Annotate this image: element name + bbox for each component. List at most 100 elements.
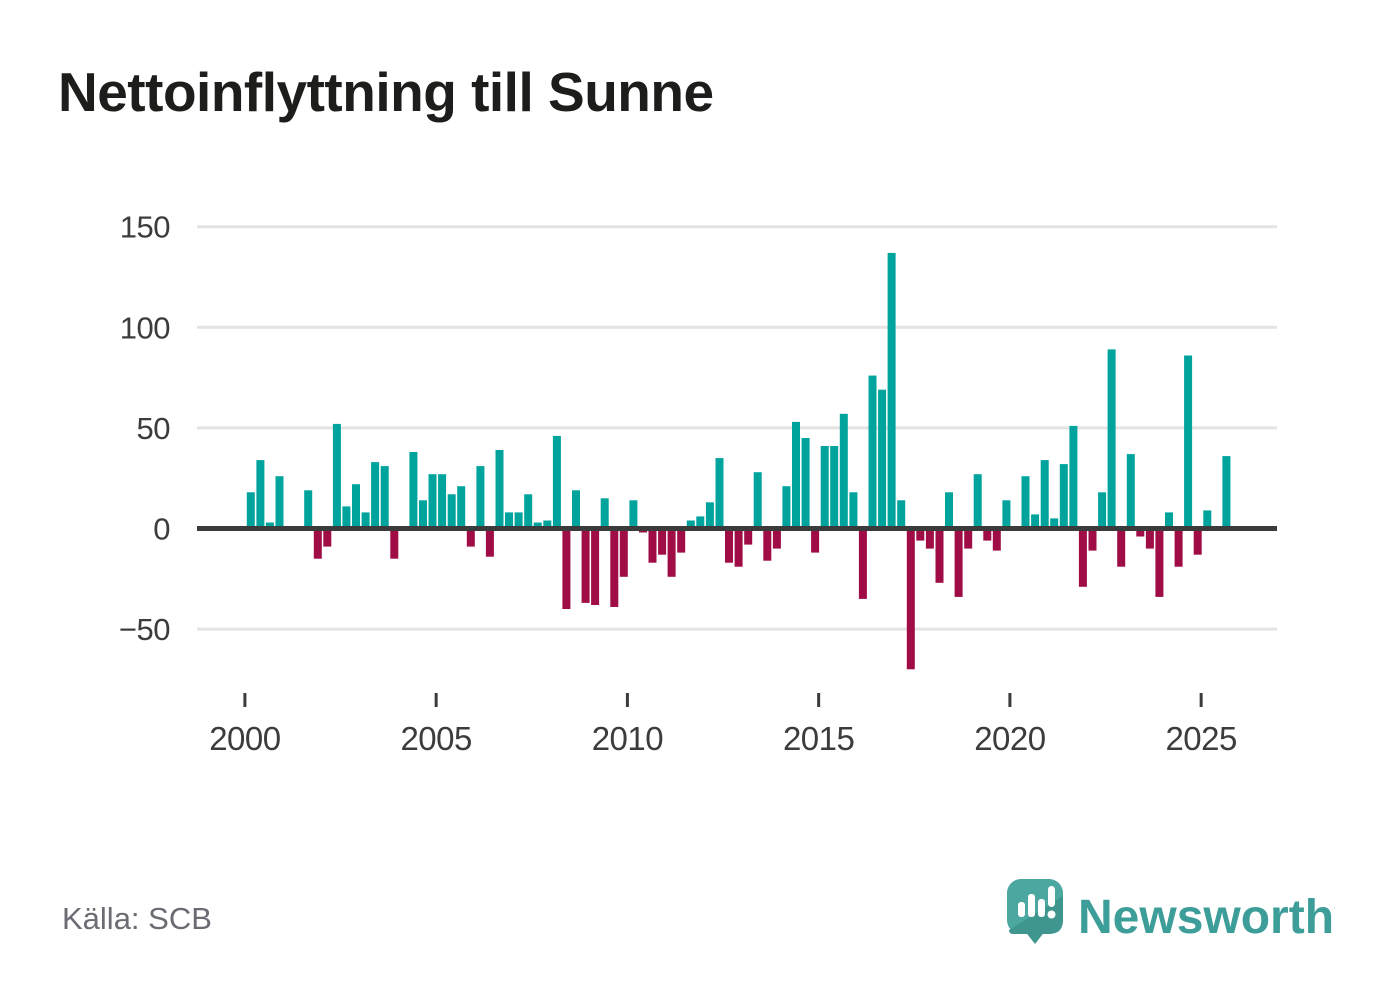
bar bbox=[457, 486, 466, 529]
logo-bar-chart-glyph bbox=[1018, 886, 1056, 919]
bar bbox=[878, 389, 887, 529]
bar bbox=[1021, 476, 1030, 529]
bar bbox=[352, 484, 360, 529]
y-axis-tick-label: 100 bbox=[120, 310, 170, 345]
x-axis-tick-label: 2000 bbox=[209, 720, 281, 757]
newsworthy-logo-bubble-icon bbox=[1007, 879, 1063, 944]
bar bbox=[1098, 492, 1107, 529]
bar bbox=[964, 528, 973, 549]
bar bbox=[1155, 528, 1164, 597]
net-migration-bar-chart: 2000 2005 2010 2015 2020 2025 150 100 50 0 −50 bbox=[119, 210, 1277, 757]
bar bbox=[323, 528, 332, 547]
bar bbox=[811, 528, 820, 553]
bar bbox=[973, 474, 982, 529]
bar bbox=[887, 252, 896, 529]
bar bbox=[543, 520, 552, 529]
bar bbox=[1088, 528, 1097, 551]
y-axis-tick-label: −50 bbox=[119, 612, 170, 647]
x-axis-tick-label: 2015 bbox=[783, 720, 854, 757]
x-axis-tick-label: 2010 bbox=[592, 720, 664, 757]
bar bbox=[476, 466, 485, 529]
bar bbox=[600, 498, 609, 529]
bar bbox=[763, 528, 772, 561]
bar bbox=[1145, 528, 1154, 549]
bar bbox=[524, 494, 533, 529]
bar bbox=[696, 516, 705, 529]
bar bbox=[256, 460, 265, 529]
bar bbox=[897, 500, 906, 529]
bar bbox=[772, 528, 781, 549]
newsworthy-logo: Newsworthy bbox=[1007, 879, 1335, 944]
bar bbox=[839, 413, 848, 529]
bar bbox=[1040, 460, 1049, 529]
bar bbox=[1174, 528, 1183, 567]
bar bbox=[361, 512, 370, 529]
bar bbox=[868, 375, 877, 529]
chart-title: Nettoinflyttning till Sunne bbox=[58, 61, 714, 123]
bar bbox=[820, 446, 829, 529]
bar bbox=[332, 423, 341, 529]
bar bbox=[983, 528, 992, 541]
bar bbox=[782, 486, 791, 529]
bar bbox=[792, 421, 800, 529]
bar bbox=[1069, 425, 1078, 529]
bar bbox=[648, 528, 657, 563]
bar bbox=[447, 494, 456, 529]
bar bbox=[619, 528, 628, 577]
bar bbox=[858, 528, 867, 599]
bar bbox=[495, 450, 504, 529]
bar bbox=[753, 472, 762, 529]
bar bbox=[954, 528, 963, 597]
bar bbox=[992, 528, 1001, 551]
bar bbox=[945, 492, 953, 529]
bar bbox=[725, 528, 733, 563]
bar bbox=[1126, 454, 1135, 529]
x-axis-tick-label: 2005 bbox=[400, 720, 471, 757]
newsworthy-wordmark: Newsworthy bbox=[1078, 891, 1335, 944]
bar bbox=[485, 528, 494, 557]
bar bbox=[849, 492, 858, 529]
bar bbox=[275, 476, 284, 529]
bar bbox=[419, 500, 427, 529]
bar bbox=[533, 522, 542, 529]
bar bbox=[390, 528, 399, 559]
bar bbox=[1117, 528, 1126, 567]
bar bbox=[438, 474, 447, 529]
bar bbox=[505, 512, 513, 529]
bar bbox=[610, 528, 619, 607]
bar bbox=[304, 490, 313, 529]
bar bbox=[629, 500, 638, 529]
bar bbox=[1078, 528, 1087, 587]
bar bbox=[801, 438, 810, 529]
bar bbox=[705, 502, 714, 529]
bar bbox=[409, 452, 418, 529]
bar bbox=[265, 522, 274, 529]
bar bbox=[581, 528, 590, 603]
bar bbox=[686, 520, 695, 529]
bar bbox=[715, 458, 724, 529]
bar bbox=[906, 528, 915, 670]
bar bbox=[935, 528, 944, 583]
bar bbox=[1222, 456, 1231, 529]
source-note: Källa: SCB bbox=[62, 901, 212, 936]
bar bbox=[591, 528, 600, 605]
bar bbox=[667, 528, 676, 577]
bar bbox=[342, 506, 351, 529]
bar bbox=[677, 528, 686, 553]
bar bbox=[658, 528, 667, 555]
bar bbox=[734, 528, 743, 567]
bar bbox=[1136, 528, 1145, 537]
x-axis-tick-label: 2025 bbox=[1165, 720, 1236, 757]
bar bbox=[1184, 355, 1193, 529]
bar bbox=[313, 528, 322, 559]
bar bbox=[925, 528, 934, 549]
bar bbox=[1193, 528, 1202, 555]
x-axis-tick-label: 2020 bbox=[974, 720, 1046, 757]
bar bbox=[830, 446, 839, 529]
bar bbox=[371, 462, 380, 529]
bar bbox=[1203, 510, 1212, 529]
bar bbox=[916, 528, 925, 541]
y-axis-tick-label: 50 bbox=[137, 411, 171, 446]
bar bbox=[514, 512, 523, 529]
bar bbox=[1050, 518, 1059, 529]
